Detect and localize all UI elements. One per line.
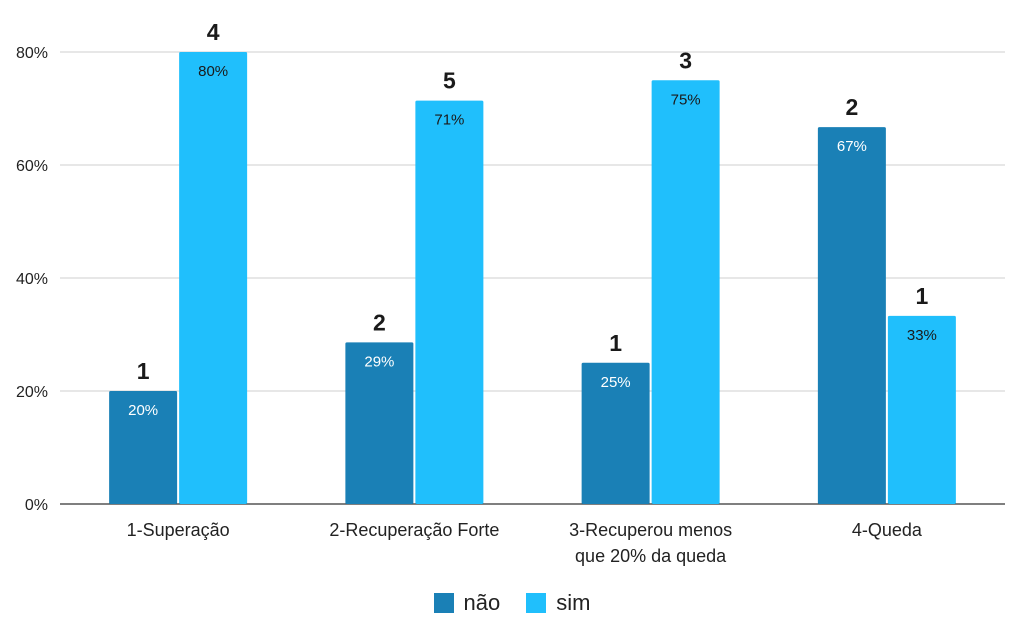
bar-sim: [651, 80, 720, 504]
data-label-percent: 33%: [907, 327, 937, 344]
legend-swatch-sim: [526, 593, 547, 613]
y-tick-label: 0%: [25, 497, 48, 514]
data-label-count: 1: [137, 358, 150, 384]
data-label-percent: 20%: [128, 402, 158, 419]
data-label-count: 4: [207, 19, 220, 45]
x-tick-label: 1-Superação: [127, 520, 230, 540]
data-label-count: 2: [845, 94, 858, 120]
y-tick-label: 40%: [16, 271, 48, 288]
data-label-count: 3: [679, 47, 692, 73]
data-label-percent: 80%: [198, 63, 228, 80]
legend: não sim: [0, 588, 1024, 618]
data-label-count: 1: [915, 283, 928, 309]
x-tick-label: 2-Recuperação Forte: [329, 520, 499, 540]
legend-label-nao: não: [463, 590, 501, 615]
bar-nao: [817, 127, 886, 505]
bar-sim: [179, 52, 248, 504]
bar-nao: [345, 342, 414, 504]
legend-label-sim: sim: [556, 590, 591, 615]
data-label-percent: 25%: [601, 374, 631, 391]
bar-nao: [581, 362, 650, 504]
y-tick-label: 20%: [16, 384, 48, 401]
legend-item-sim: sim: [526, 590, 590, 616]
y-tick-label: 80%: [16, 45, 48, 62]
data-label-percent: 75%: [671, 91, 701, 108]
legend-item-nao: não: [433, 590, 501, 616]
bar-chart: 0% 20% 40% 60% 80% 20% 1 80% 4 1-Superação 29% 2 71%…: [16, 19, 1005, 566]
data-label-count: 5: [443, 68, 456, 94]
data-label-percent: 71%: [434, 112, 464, 129]
bar-sim: [415, 100, 484, 504]
data-label-percent: 29%: [364, 353, 394, 370]
x-tick-label: 4-Queda: [852, 520, 923, 540]
data-label-count: 1: [609, 330, 622, 356]
bar-sim: [887, 315, 956, 504]
data-label-count: 2: [373, 309, 386, 335]
x-tick-label: que 20% da queda: [575, 546, 727, 566]
x-tick-label: 3-Recuperou menos: [569, 520, 732, 540]
bar-nao: [109, 391, 178, 504]
data-label-percent: 67%: [837, 138, 867, 155]
y-tick-label: 60%: [16, 158, 48, 175]
legend-swatch-nao: [433, 593, 454, 613]
